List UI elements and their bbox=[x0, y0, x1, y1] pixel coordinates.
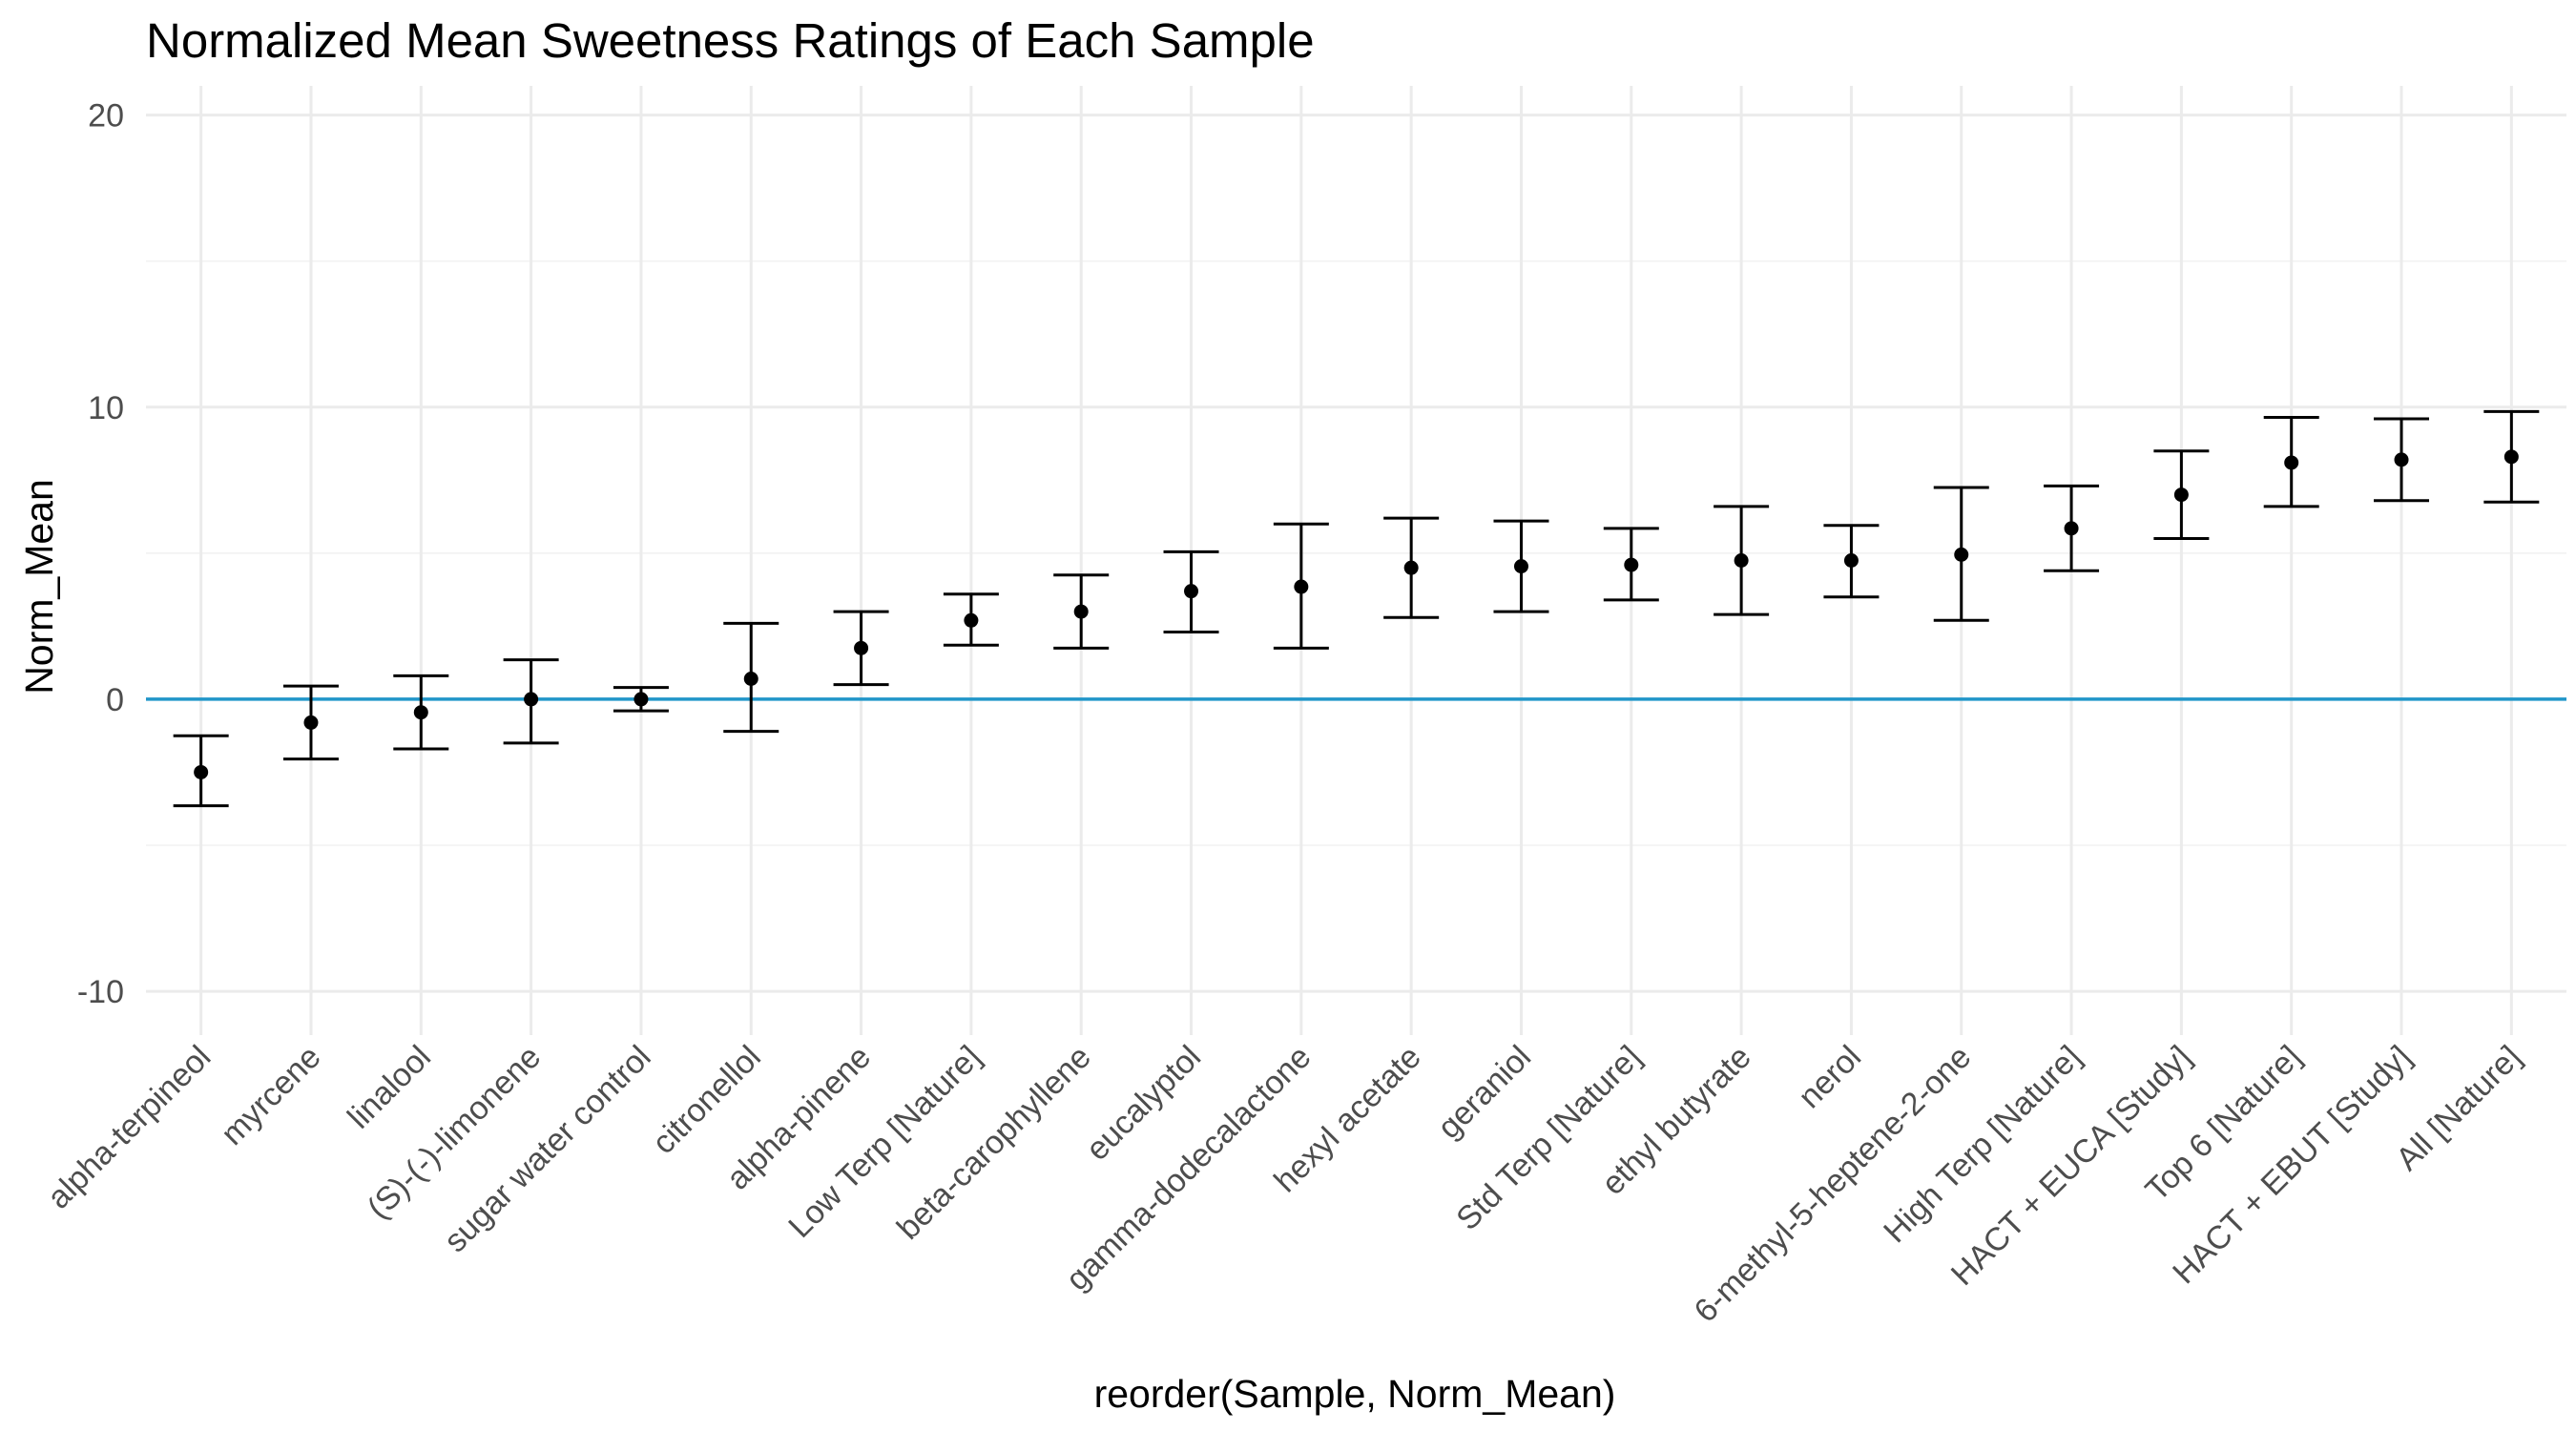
data-point bbox=[1734, 553, 1749, 568]
data-point bbox=[2503, 449, 2519, 465]
data-point bbox=[1184, 584, 1199, 599]
points-layer bbox=[194, 449, 2519, 779]
error-bars-layer bbox=[173, 409, 2540, 808]
data-point bbox=[964, 612, 979, 628]
x-tick-label: nerol bbox=[1792, 1039, 1868, 1115]
data-point bbox=[524, 692, 539, 707]
data-point bbox=[303, 715, 319, 730]
x-tick-label: geraniol bbox=[1431, 1039, 1538, 1146]
chart-title: Normalized Mean Sweetness Ratings of Eac… bbox=[146, 13, 1315, 68]
y-tick-label: 20 bbox=[88, 98, 124, 135]
x-tick-label: myrcene bbox=[215, 1039, 328, 1152]
y-tick-label: -10 bbox=[77, 974, 124, 1010]
data-point bbox=[194, 764, 209, 779]
y-tick-labels: -10 0 10 20 bbox=[77, 98, 124, 1010]
data-point bbox=[2064, 521, 2079, 536]
x-tick-label: sugar water control bbox=[437, 1039, 657, 1259]
data-point bbox=[2284, 455, 2299, 470]
x-tick-label: alpha-terpineol bbox=[40, 1039, 218, 1216]
data-point bbox=[743, 671, 758, 686]
data-point bbox=[1403, 560, 1419, 575]
grid-layer bbox=[146, 86, 2566, 1035]
data-point bbox=[1954, 547, 1969, 562]
data-point bbox=[1294, 579, 1309, 594]
data-point bbox=[2394, 452, 2409, 467]
data-point bbox=[1073, 604, 1089, 619]
data-point bbox=[413, 705, 428, 720]
data-point bbox=[1624, 557, 1639, 572]
data-point bbox=[854, 640, 869, 655]
x-axis-title: reorder(Sample, Norm_Mean) bbox=[1094, 1372, 1616, 1416]
y-tick-label: 10 bbox=[88, 390, 124, 426]
x-tick-label: High Terp [Nature] bbox=[1877, 1039, 2088, 1251]
data-point bbox=[634, 692, 649, 707]
data-point bbox=[1843, 553, 1859, 568]
data-point bbox=[1513, 559, 1528, 574]
x-tick-label: linalool bbox=[341, 1039, 438, 1136]
data-point bbox=[2173, 487, 2189, 503]
x-tick-label: beta-carophyllene bbox=[890, 1039, 1098, 1247]
y-tick-label: 0 bbox=[106, 682, 124, 718]
x-tick-label: Low Terp [Nature] bbox=[781, 1039, 987, 1245]
y-axis-title: Norm_Mean bbox=[17, 479, 61, 695]
x-tick-label: Std Terp [Nature] bbox=[1449, 1039, 1648, 1237]
